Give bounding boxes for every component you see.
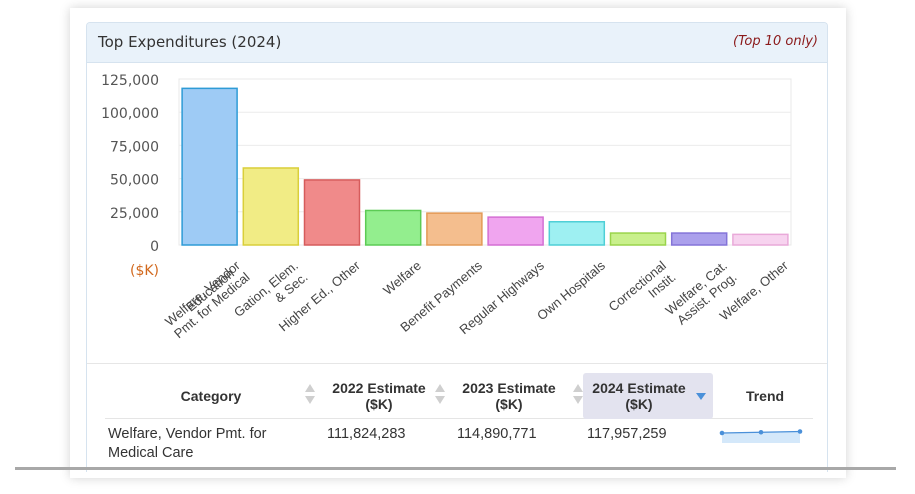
chart-table-divider <box>87 363 827 364</box>
column-label-2024: 2024 Estimate <box>592 380 686 396</box>
sparkline-area <box>722 431 800 443</box>
y-tick-label: 125,000 <box>101 73 159 89</box>
bar <box>670 232 728 246</box>
column-unit-2024: ($K) <box>625 396 653 412</box>
cell-2023-estimate: 114,890,771 <box>457 426 537 442</box>
cell-category: Welfare, Vendor Pmt. for Medical Care <box>108 426 267 461</box>
sparkline-point <box>758 429 764 435</box>
column-label-category: Category <box>180 388 242 404</box>
cell-2024-estimate: 117,957,259 <box>587 426 667 442</box>
bar <box>303 179 361 246</box>
cell-2022-estimate: 111,824,283 <box>327 426 406 442</box>
y-tick-label: 25,000 <box>110 206 159 222</box>
column-header-2022[interactable]: 2022 Estimate ($K) <box>323 373 445 419</box>
plot-frame <box>178 78 792 246</box>
column-header-2023[interactable]: 2023 Estimate ($K) <box>453 373 583 419</box>
sort-icon[interactable] <box>435 384 445 406</box>
y-tick-label: 50,000 <box>110 173 159 189</box>
panel-header: Top Expenditures (2024) (Top 10 only) <box>87 23 827 63</box>
column-label-2023: 2023 Estimate <box>462 380 556 396</box>
x-tick-label: Welfare <box>380 258 424 298</box>
bar <box>426 212 483 246</box>
sort-icon[interactable] <box>305 384 315 406</box>
expenditures-panel: Top Expenditures (2024) (Top 10 only) 0 2… <box>86 22 828 472</box>
sparkline-point <box>719 430 725 436</box>
column-header-trend: Trend <box>717 373 813 419</box>
bar <box>732 233 789 246</box>
sort-desc-icon[interactable] <box>696 393 706 400</box>
bar <box>242 167 300 246</box>
table-header: Category 2022 Estimate ($K) 2023 Estimat… <box>105 373 813 419</box>
column-unit-2023: ($K) <box>495 396 523 412</box>
y-tick-label: 75,000 <box>110 139 159 155</box>
bar-chart: 0 25,000 50,000 75,000 100,000 125,000 ($K) Wel… <box>101 73 792 341</box>
column-header-category[interactable]: Category <box>105 373 317 419</box>
column-label-trend: Trend <box>745 388 785 404</box>
bar <box>364 209 422 246</box>
bar <box>548 221 606 246</box>
column-label-2022: 2022 Estimate <box>332 380 426 396</box>
table-row[interactable]: Welfare, Vendor Pmt. for Medical Care 11… <box>105 421 813 472</box>
column-header-2024[interactable]: 2024 Estimate ($K) <box>583 373 713 419</box>
y-tick-label: 0 <box>150 239 159 255</box>
column-unit-2022: ($K) <box>365 396 393 412</box>
sort-icon[interactable] <box>573 384 583 406</box>
sparkline-point <box>797 429 803 434</box>
bar <box>609 232 667 246</box>
panel-note: (Top 10 only) <box>733 34 818 49</box>
x-tick-label: CorrectionalInstit. <box>606 258 679 326</box>
bar <box>181 87 238 246</box>
y-tick-label: 100,000 <box>101 106 159 122</box>
y-axis-label: ($K) <box>130 263 159 279</box>
bottom-rule <box>15 467 896 470</box>
bar <box>487 216 544 246</box>
panel-title: Top Expenditures (2024) <box>98 33 282 51</box>
trend-sparkline <box>719 429 803 443</box>
